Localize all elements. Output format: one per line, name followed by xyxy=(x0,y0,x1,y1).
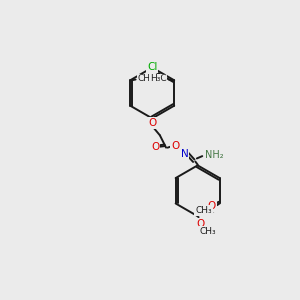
Text: CH₃: CH₃ xyxy=(138,74,154,83)
Text: CH₃: CH₃ xyxy=(199,227,216,236)
Text: methoxy: methoxy xyxy=(209,212,215,214)
Text: O: O xyxy=(208,201,216,211)
Text: H₃C: H₃C xyxy=(150,74,166,83)
Text: O: O xyxy=(148,118,156,128)
Text: CH₃: CH₃ xyxy=(195,206,212,215)
Text: NH₂: NH₂ xyxy=(205,150,223,160)
Text: N: N xyxy=(181,149,188,159)
Text: O: O xyxy=(196,219,205,229)
Text: Cl: Cl xyxy=(147,62,158,72)
Text: O: O xyxy=(171,141,179,151)
Text: methoxy: methoxy xyxy=(200,210,206,211)
Text: O: O xyxy=(151,142,159,152)
